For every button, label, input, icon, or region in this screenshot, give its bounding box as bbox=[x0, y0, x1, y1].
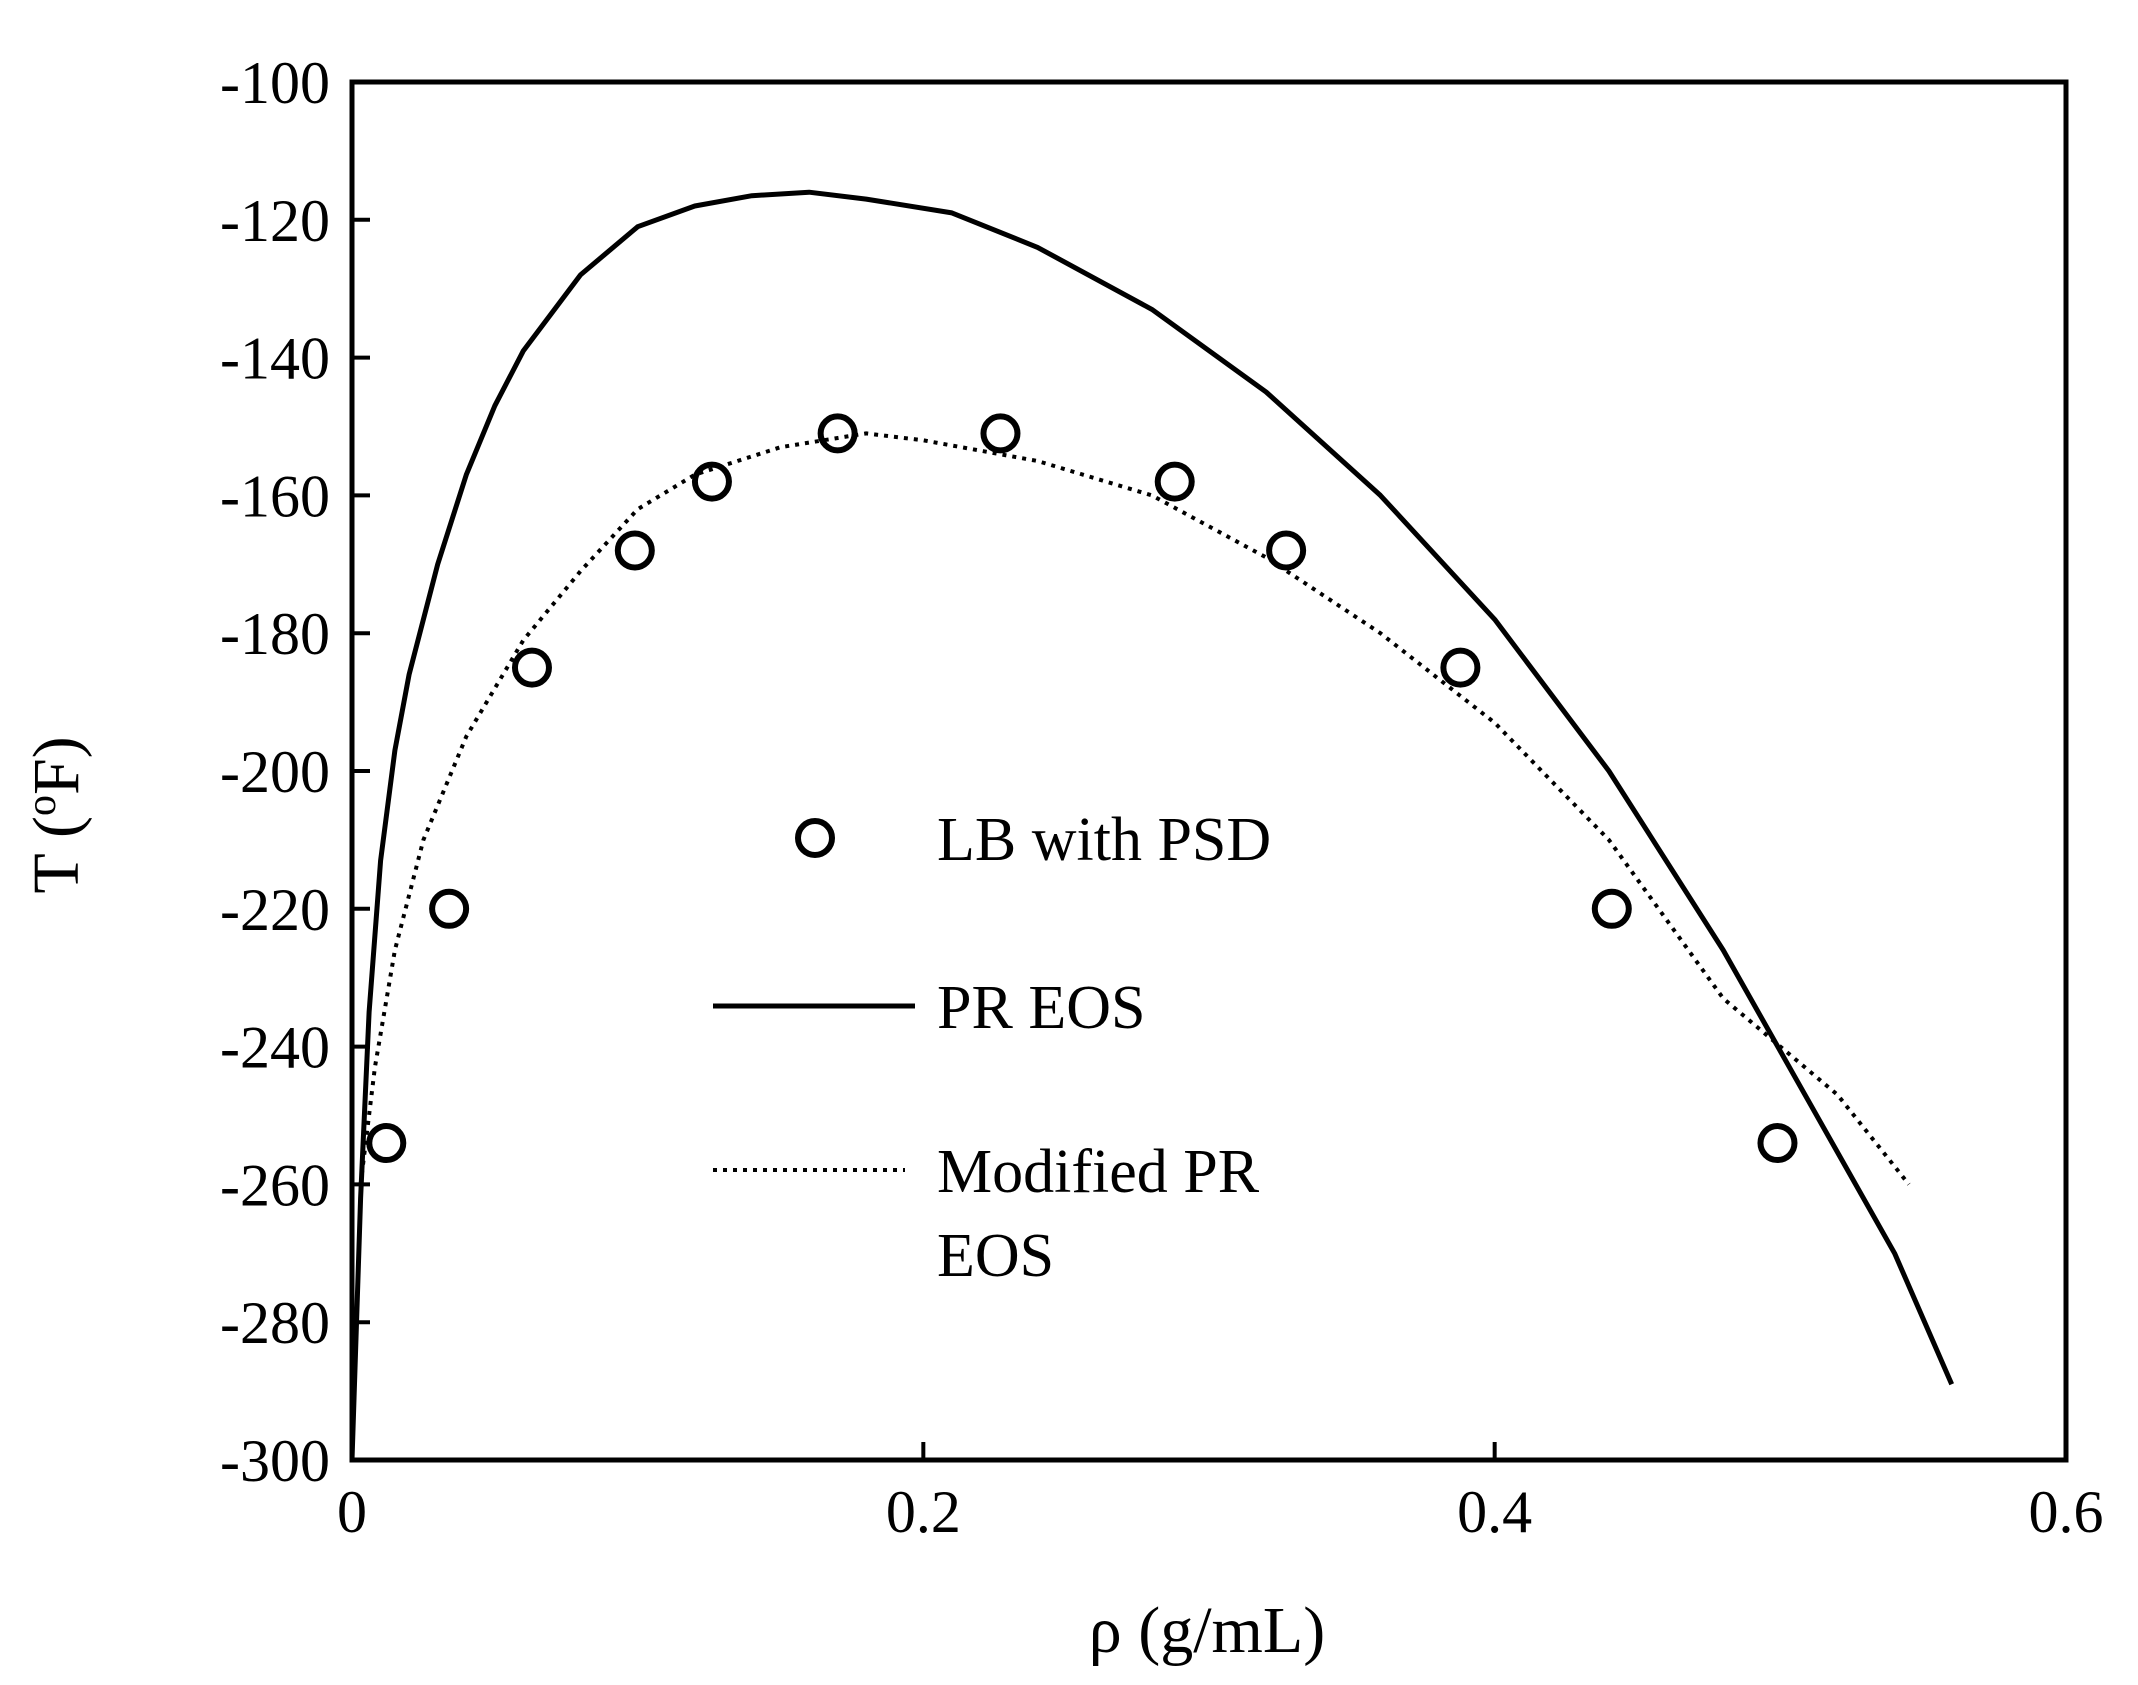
legend-label-lb: LB with PSD bbox=[937, 806, 1271, 874]
legend: LB with PSD PR EOS Modified PR EOS bbox=[713, 806, 1271, 1290]
x-tick-label: 0.2 bbox=[886, 1479, 961, 1545]
y-axis-title-end: F) bbox=[20, 736, 93, 795]
y-axis-title: T (oF) bbox=[19, 736, 93, 893]
x-tick-label: 0.4 bbox=[1457, 1479, 1532, 1545]
y-tick-label: -160 bbox=[220, 463, 330, 529]
x-tick-label: 0 bbox=[337, 1479, 367, 1545]
data-point-lb bbox=[1266, 530, 1307, 571]
y-tick-label: -200 bbox=[220, 739, 330, 805]
y-tick-label: -220 bbox=[220, 877, 330, 943]
y-axis-title-main: T ( bbox=[20, 816, 93, 894]
y-tick-label: -280 bbox=[220, 1290, 330, 1356]
x-axis-title: ρ (g/mL) bbox=[1089, 1594, 1325, 1667]
y-tick-label: -240 bbox=[220, 1015, 330, 1081]
data-point-lb bbox=[614, 530, 655, 571]
data-point-lb bbox=[1757, 1123, 1798, 1164]
data-point-lb bbox=[1154, 461, 1195, 502]
data-point-lb bbox=[980, 413, 1021, 454]
y-tick-label: -300 bbox=[220, 1428, 330, 1494]
data-point-lb bbox=[817, 413, 858, 454]
y-axis-title-sup: o bbox=[19, 795, 65, 816]
data-point-lb bbox=[691, 461, 732, 502]
y-tick-label: -260 bbox=[220, 1152, 330, 1218]
y-tick-label: -140 bbox=[220, 326, 330, 392]
data-point-lb bbox=[1591, 888, 1632, 929]
data-point-lb bbox=[1440, 647, 1481, 688]
legend-marker-lb bbox=[795, 818, 835, 858]
data-point-lb bbox=[429, 888, 470, 929]
data-point-lb bbox=[511, 647, 552, 688]
legend-label-modified-pr-line1: Modified PR bbox=[937, 1138, 1260, 1206]
y-tick-label: -120 bbox=[220, 188, 330, 254]
axes-layer: -100 -120 -140 -160 -180 -200 -220 -240 -260 -280… bbox=[220, 50, 2103, 1545]
series-line-pr-eos bbox=[352, 189, 1954, 1460]
legend-label-pr: PR EOS bbox=[937, 974, 1145, 1042]
series-line-modified-pr-eos bbox=[358, 431, 1911, 1186]
data-point-lb bbox=[366, 1123, 407, 1164]
legend-label-modified-pr-line2: EOS bbox=[937, 1222, 1054, 1290]
x-tick-label: 0.6 bbox=[2029, 1479, 2104, 1545]
y-tick-label: -100 bbox=[220, 50, 330, 116]
series-layer bbox=[352, 189, 1954, 1460]
y-tick-label: -180 bbox=[220, 601, 330, 667]
